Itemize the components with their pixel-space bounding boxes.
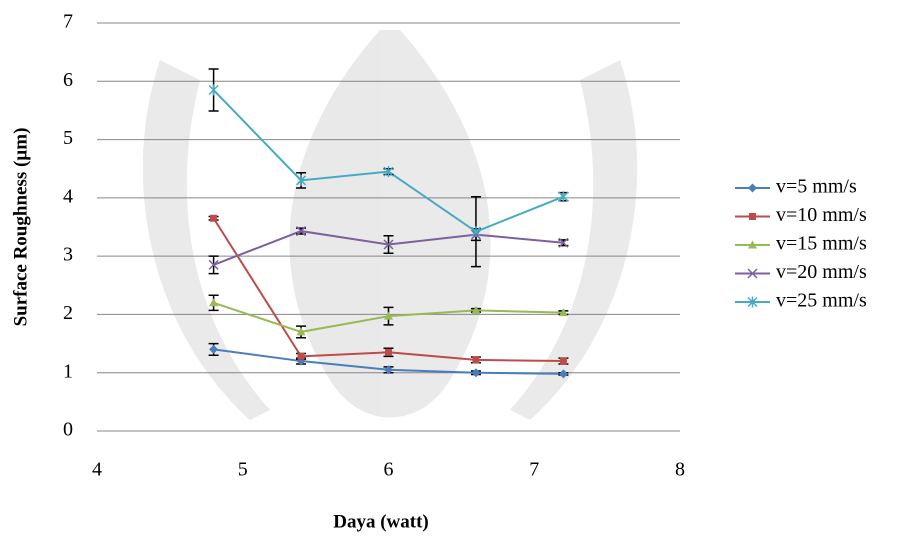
y-tick-label: 3 xyxy=(63,244,73,266)
legend-marker xyxy=(748,240,757,249)
data-point xyxy=(385,348,392,356)
data-point xyxy=(383,239,394,250)
x-tick-label: 4 xyxy=(92,459,102,481)
y-tick-label: 5 xyxy=(63,127,73,149)
data-point xyxy=(296,174,307,186)
data-point xyxy=(470,226,481,238)
data-point xyxy=(383,166,394,178)
legend-marker xyxy=(749,213,756,220)
y-tick-label: 2 xyxy=(63,302,73,324)
data-point xyxy=(296,226,307,237)
data-point xyxy=(297,352,305,360)
data-point xyxy=(384,365,393,375)
watermark xyxy=(142,30,638,420)
data-point xyxy=(558,308,568,317)
legend-label: v=20 mm/s xyxy=(776,261,867,283)
y-tick-label: 7 xyxy=(63,11,73,33)
legend-label: v=15 mm/s xyxy=(776,233,867,255)
legend-marker xyxy=(747,296,758,308)
data-point xyxy=(296,327,306,336)
data-point xyxy=(208,84,219,96)
data-point xyxy=(471,305,481,314)
data-point xyxy=(471,368,481,378)
x-axis-label: Daya (watt) xyxy=(333,511,429,532)
legend-label: v=25 mm/s xyxy=(776,290,867,312)
data-point xyxy=(558,191,569,203)
y-tick-label: 4 xyxy=(63,185,73,207)
y-tick-label: 0 xyxy=(63,419,73,441)
y-tick-label: 1 xyxy=(63,360,73,382)
x-tick-label: 7 xyxy=(529,459,539,481)
legend-label: v=5 mm/s xyxy=(776,176,857,198)
y-axis-label: Surface Roughness (µm) xyxy=(10,128,31,327)
data-point xyxy=(210,214,218,222)
data-point xyxy=(558,237,569,248)
legend-marker xyxy=(747,268,758,279)
y-tick-label: 6 xyxy=(63,69,73,91)
legend-marker xyxy=(748,183,757,193)
x-tick-label: 6 xyxy=(384,459,394,481)
data-point xyxy=(558,369,568,379)
x-tick-label: 5 xyxy=(238,459,248,481)
data-point xyxy=(209,344,219,354)
x-tick-label: 8 xyxy=(675,459,685,481)
data-point xyxy=(384,311,393,320)
legend-label: v=10 mm/s xyxy=(776,204,867,226)
data-point xyxy=(472,356,480,364)
data-point xyxy=(209,298,219,307)
data-point xyxy=(208,259,219,270)
data-point xyxy=(559,357,567,365)
